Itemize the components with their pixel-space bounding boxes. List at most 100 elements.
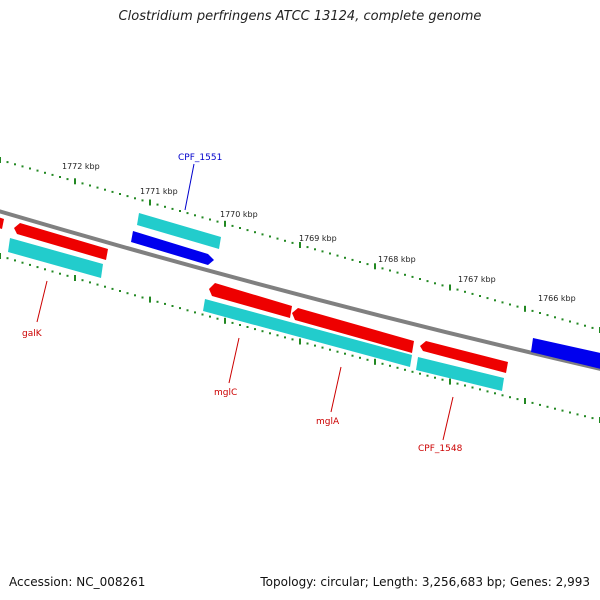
feature-mglc[interactable]	[203, 283, 412, 367]
scale-tick	[396, 271, 399, 274]
gene-bar[interactable]	[203, 299, 412, 367]
scale-tick	[89, 184, 91, 187]
cds-arrow[interactable]	[131, 231, 214, 265]
cds-arrow[interactable]	[292, 308, 414, 353]
scale-tick	[456, 288, 459, 291]
scale-tick	[351, 354, 354, 357]
scale-tick	[531, 309, 534, 312]
scale-tick	[171, 207, 174, 210]
scale-tick	[74, 178, 76, 185]
scale-tick	[29, 167, 31, 170]
cds-arrow[interactable]	[420, 341, 508, 373]
scale-tick	[171, 305, 174, 307]
gene-label-cpf1548[interactable]: CPF_1548	[418, 444, 463, 454]
gene-label-cpf1551[interactable]: CPF_1551	[178, 153, 222, 163]
scale-tick	[516, 305, 519, 308]
scale-tick	[239, 227, 241, 229]
genome-backbone	[0, 209, 600, 371]
scale-tick	[254, 328, 256, 331]
gene-bar[interactable]	[416, 357, 504, 391]
scale-tick	[404, 273, 406, 276]
scale-tick	[396, 366, 399, 369]
scale-tick	[419, 278, 421, 280]
scale-tick	[546, 405, 549, 408]
scale-tick	[44, 268, 46, 271]
scale-tick	[126, 292, 129, 295]
scale-tick	[201, 313, 204, 316]
scale-tick	[119, 193, 121, 195]
scale-tick	[224, 220, 226, 227]
scale-label: 1771 kbp	[140, 187, 178, 196]
gene-bar[interactable]	[137, 213, 221, 249]
scale-tick	[74, 275, 76, 281]
scale-tick	[96, 283, 99, 286]
scale-tick	[36, 169, 39, 172]
feature-cpf1551[interactable]	[131, 213, 221, 265]
scale-tick	[509, 303, 511, 306]
scale-tick	[411, 275, 414, 278]
scale-tick	[404, 368, 406, 371]
scale-tick	[576, 322, 579, 325]
scale-ticks-outer	[0, 157, 600, 333]
scale-tick	[419, 372, 421, 375]
scale-tick	[546, 314, 549, 317]
cds-arrow[interactable]	[14, 223, 108, 260]
feature-cpf1548[interactable]	[416, 341, 508, 391]
feature-reverse-right[interactable]	[531, 338, 600, 370]
cds-arrow[interactable]	[209, 283, 292, 318]
scale-tick	[464, 290, 466, 293]
scale-tick	[381, 362, 384, 365]
scale-tick	[344, 352, 346, 355]
callout-line	[442, 396, 454, 441]
callout-line	[184, 163, 195, 211]
scale-tick	[111, 190, 114, 193]
scale-tick	[194, 311, 196, 314]
scale-tick	[449, 284, 451, 291]
scale-tick	[224, 317, 226, 324]
scale-ticks-inner	[0, 253, 600, 423]
scale-tick	[576, 413, 579, 416]
scale-tick	[269, 235, 271, 238]
scale-tick	[359, 356, 361, 359]
scale-tick	[389, 269, 391, 272]
gene-label-mglc[interactable]: mglC	[214, 388, 237, 398]
scale-tick	[336, 254, 339, 257]
scale-tick	[561, 318, 564, 321]
feature-galk[interactable]	[8, 223, 108, 278]
scale-tick	[456, 382, 459, 385]
feature-mgla[interactable]	[292, 308, 414, 353]
scale-tick	[411, 370, 414, 373]
gene-label-mgla[interactable]: mglA	[316, 417, 340, 427]
scale-tick	[81, 182, 84, 185]
scale-tick	[276, 237, 279, 240]
scale-tick	[306, 342, 309, 345]
scale-tick	[486, 390, 489, 393]
scale-tick	[471, 292, 474, 295]
scale-tick	[134, 197, 136, 200]
scale-tick	[554, 407, 556, 410]
scale-tick	[246, 326, 249, 328]
scale-tick	[96, 186, 99, 189]
scale-tick	[299, 242, 301, 248]
scale-tick	[539, 312, 541, 314]
scale-tick	[156, 300, 159, 303]
gene-bar[interactable]	[8, 238, 103, 278]
scale-tick	[471, 386, 474, 389]
scale-tick	[141, 296, 144, 299]
scale-tick	[51, 270, 54, 273]
cds-arrow[interactable]	[531, 338, 600, 370]
forward-cds-arrow[interactable]	[0, 216, 4, 229]
scale-tick	[479, 388, 481, 391]
scale-tick	[366, 263, 369, 266]
scale-tick	[59, 272, 61, 275]
scale-tick	[284, 239, 286, 242]
gene-label-galk[interactable]: galK	[22, 329, 43, 339]
scale-tick	[366, 358, 369, 361]
scale-tick	[36, 266, 39, 269]
scale-tick	[261, 233, 264, 236]
scale-tick	[201, 216, 204, 219]
scale-tick	[291, 241, 294, 244]
scale-tick	[216, 220, 219, 223]
scale-tick	[21, 261, 24, 264]
scale-tick	[494, 299, 496, 302]
